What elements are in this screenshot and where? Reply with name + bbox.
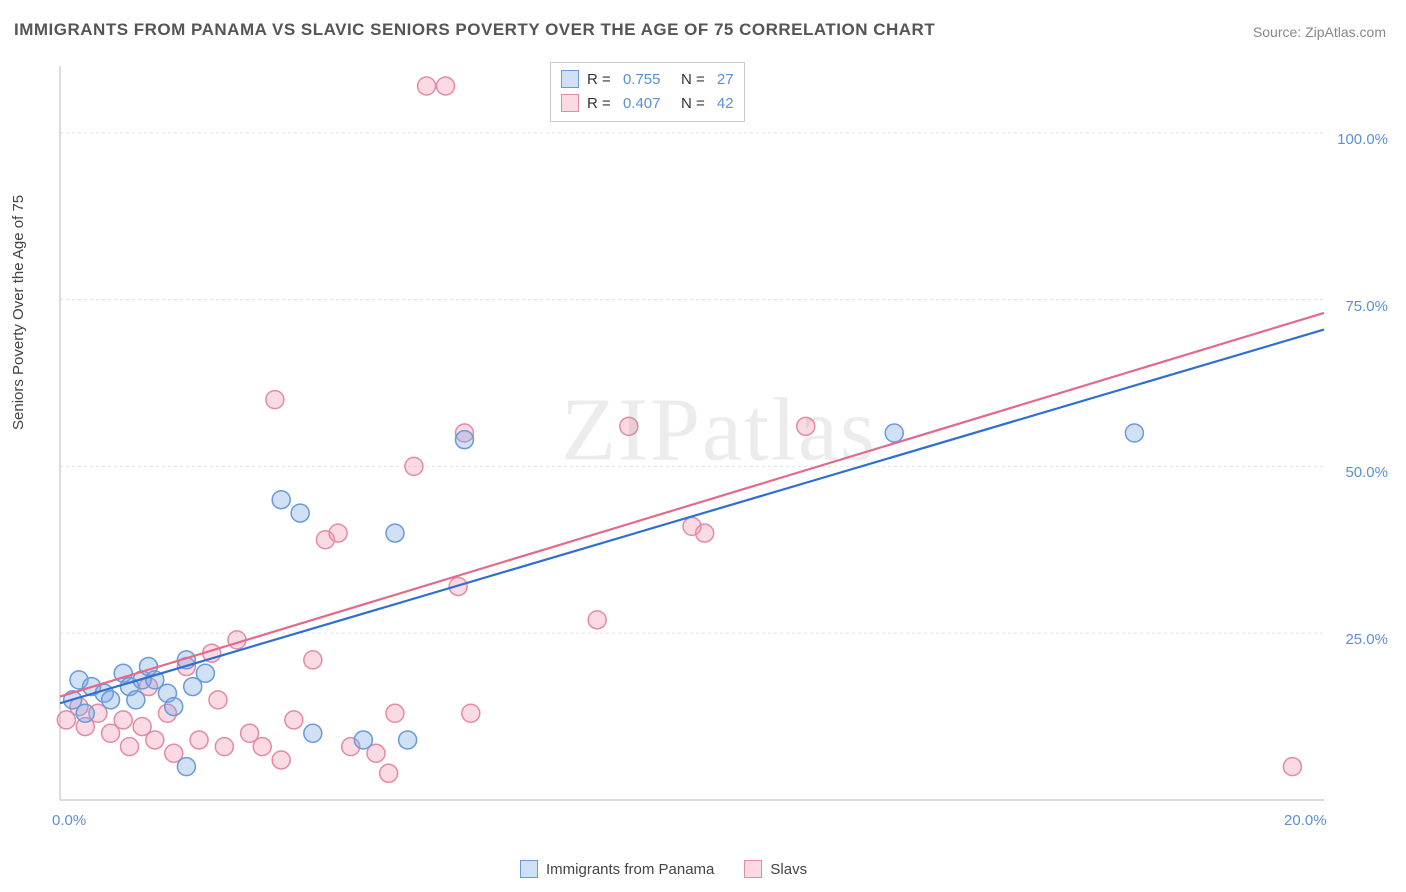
legend-label-slavs: Slavs [770, 861, 807, 878]
legend-swatch-slavs [561, 94, 579, 112]
r-label: R = [587, 71, 615, 88]
legend-label-panama: Immigrants from Panama [546, 861, 714, 878]
correlation-legend: R = 0.755 N = 27R = 0.407 N = 42 [550, 62, 745, 122]
legend-swatch-panama [561, 70, 579, 88]
r-value-slavs: 0.407 [623, 95, 661, 112]
n-label: N = [668, 95, 708, 112]
legend-item-panama: Immigrants from Panama [520, 860, 714, 878]
legend-swatch-panama [520, 860, 538, 878]
series-legend: Immigrants from Panama Slavs [520, 860, 807, 878]
r-label: R = [587, 95, 615, 112]
y-tick-label: 100.0% [1337, 131, 1388, 148]
legend-swatch-slavs [744, 860, 762, 878]
chart-title: IMMIGRANTS FROM PANAMA VS SLAVIC SENIORS… [14, 20, 935, 40]
correlation-row-slavs: R = 0.407 N = 42 [561, 91, 734, 115]
n-value-slavs: 42 [717, 95, 734, 112]
source-attribution: Source: ZipAtlas.com [1253, 24, 1386, 40]
y-tick-label: 25.0% [1345, 631, 1388, 648]
y-tick-label: 50.0% [1345, 464, 1388, 481]
y-axis-label: Seniors Poverty Over the Age of 75 [10, 195, 27, 430]
correlation-row-panama: R = 0.755 N = 27 [561, 67, 734, 91]
n-value-panama: 27 [717, 71, 734, 88]
plot-area: ZIPatlas [54, 60, 1384, 830]
n-label: N = [668, 71, 708, 88]
y-tick-label: 75.0% [1345, 298, 1388, 315]
x-tick-label: 20.0% [1284, 812, 1327, 829]
legend-item-slavs: Slavs [744, 860, 807, 878]
chart-svg [54, 60, 1384, 830]
r-value-panama: 0.755 [623, 71, 661, 88]
x-tick-label: 0.0% [52, 812, 86, 829]
